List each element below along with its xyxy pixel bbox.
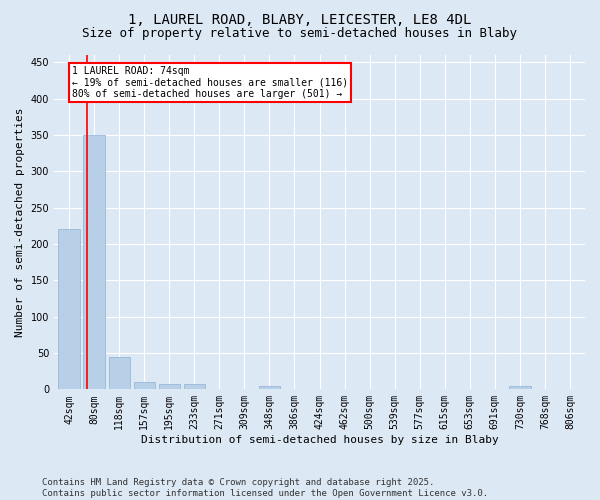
Bar xyxy=(509,386,530,390)
Bar xyxy=(83,135,105,390)
Bar xyxy=(259,386,280,390)
Text: Size of property relative to semi-detached houses in Blaby: Size of property relative to semi-detach… xyxy=(83,28,517,40)
Bar xyxy=(158,384,180,390)
X-axis label: Distribution of semi-detached houses by size in Blaby: Distribution of semi-detached houses by … xyxy=(140,435,499,445)
Text: Contains HM Land Registry data © Crown copyright and database right 2025.
Contai: Contains HM Land Registry data © Crown c… xyxy=(42,478,488,498)
Bar xyxy=(184,384,205,390)
Bar xyxy=(134,382,155,390)
Bar xyxy=(109,356,130,390)
Text: 1, LAUREL ROAD, BLABY, LEICESTER, LE8 4DL: 1, LAUREL ROAD, BLABY, LEICESTER, LE8 4D… xyxy=(128,12,472,26)
Bar xyxy=(58,230,80,390)
Y-axis label: Number of semi-detached properties: Number of semi-detached properties xyxy=(15,108,25,337)
Text: 1 LAUREL ROAD: 74sqm
← 19% of semi-detached houses are smaller (116)
80% of semi: 1 LAUREL ROAD: 74sqm ← 19% of semi-detac… xyxy=(72,66,348,99)
